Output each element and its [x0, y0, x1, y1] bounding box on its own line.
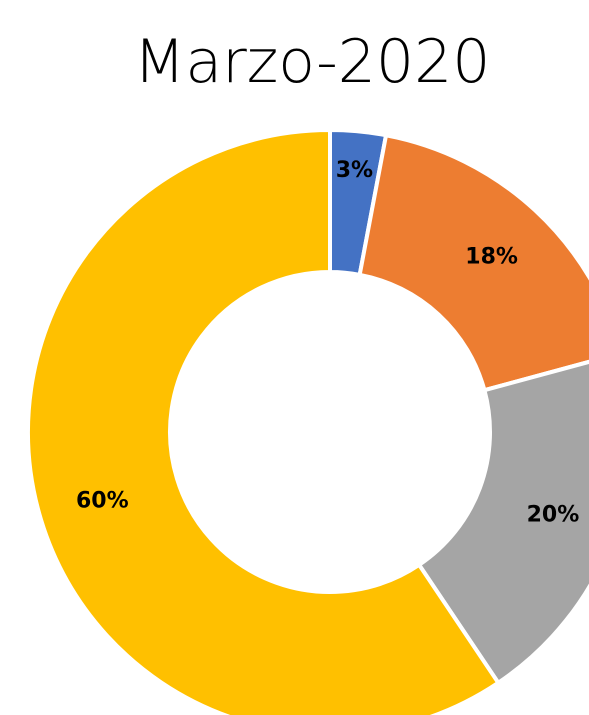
donut-segment [26, 127, 502, 715]
data-label: 18% [465, 244, 518, 269]
data-label: 20% [527, 502, 580, 527]
data-label: 3% [336, 158, 373, 183]
donut-segment [357, 132, 589, 393]
donut-segment [416, 359, 589, 686]
data-label: 60% [76, 488, 129, 513]
chart-title: Marzo-2020 [134, 27, 491, 97]
